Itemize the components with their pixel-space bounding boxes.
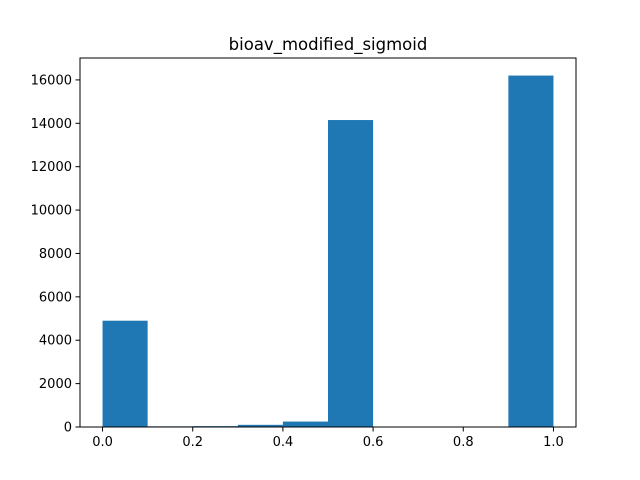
y-tick-label: 4000 [39,334,72,349]
y-tick-label: 16000 [31,73,72,88]
x-tick-label: 0.8 [453,435,474,450]
y-tick-label: 8000 [39,247,72,262]
y-tick-label: 6000 [39,290,72,305]
x-tick-label: 0.0 [92,435,113,450]
chart-title: bioav_modified_sigmoid [229,35,428,55]
x-tick-label: 1.0 [543,435,564,450]
y-tick-label: 14000 [31,117,72,132]
x-tick-label: 0.2 [182,435,203,450]
y-tick-label: 10000 [31,204,72,219]
histogram-bar-5 [328,120,374,427]
plot-frame [79,57,577,428]
y-tick-label: 0 [64,421,72,436]
histogram-bar-3 [237,424,283,427]
histogram-bar-0 [102,320,148,427]
y-axis-ticks: 0 2000 4000 6000 8000 10000 12000 14000 16000 [31,73,80,436]
x-axis-ticks: 0.0 0.2 0.4 0.6 0.8 1.0 [92,427,564,450]
y-tick-label: 2000 [39,377,72,392]
y-tick-label: 12000 [31,160,72,175]
histogram-bar-4 [282,421,328,427]
bars-group [102,75,554,428]
histogram-bar-9 [508,75,554,428]
x-tick-label: 0.4 [273,435,294,450]
x-tick-label: 0.6 [363,435,384,450]
